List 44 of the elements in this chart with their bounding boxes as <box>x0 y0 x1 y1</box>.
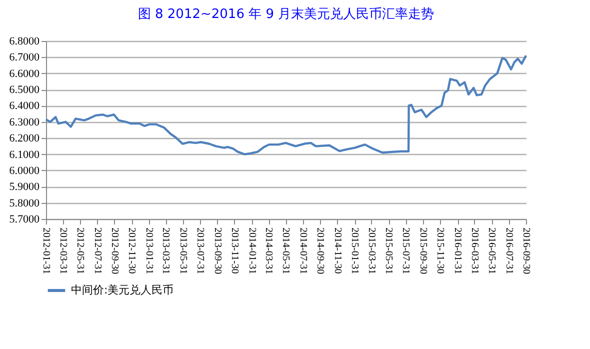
x-tick-label: 2012-11-30 <box>126 228 138 274</box>
x-tick-label: 2014-03-31 <box>263 228 274 274</box>
x-tick-label: 2016-03-31 <box>468 228 480 274</box>
y-tick-label: 5.9000 <box>9 181 40 194</box>
x-tick-label: 2016-05-31 <box>486 228 498 274</box>
y-tick-label: 6.5000 <box>9 84 40 96</box>
x-tick-label: 2015-07-31 <box>400 228 412 274</box>
x-tick-label: 2014-11-30 <box>332 228 343 274</box>
y-tick-label: 5.7000 <box>9 214 40 226</box>
y-tick-label: 6.4000 <box>9 100 40 112</box>
x-tick-label: 2014-07-31 <box>297 228 308 274</box>
x-tick-label: 2015-03-31 <box>366 228 377 274</box>
y-tick-label: 6.0000 <box>9 164 40 177</box>
x-tick-label: 2016-09-30 <box>520 228 532 274</box>
x-tick-label: 2015-09-30 <box>417 228 428 274</box>
x-tick-label: 2014-01-31 <box>246 228 258 274</box>
x-tick-label: 2014-09-30 <box>314 228 326 274</box>
x-tick-label: 2013-11-30 <box>228 228 240 274</box>
y-tick-label: 6.3000 <box>9 116 40 128</box>
x-tick-label: 2013-05-31 <box>177 228 188 274</box>
chart-title: 图 8 2012~2016 年 9 月末美元兑人民币汇率走势 <box>138 6 434 22</box>
x-tick-label: 2012-07-31 <box>92 228 103 274</box>
line-series <box>44 54 528 156</box>
x-tick-label: 2012-09-30 <box>108 228 120 274</box>
y-tick-label: 6.6000 <box>9 68 40 80</box>
y-tick-label: 5.8000 <box>9 197 40 210</box>
y-tick-label: 6.1000 <box>9 148 40 161</box>
y-tick-label: 6.8000 <box>9 36 40 48</box>
x-tick-label: 2016-07-31 <box>503 228 514 274</box>
x-tick-label: 2013-01-31 <box>144 228 155 274</box>
legend-label: 中间价:美元兑人民币 <box>71 284 174 296</box>
x-tick-label: 2015-05-31 <box>383 228 394 274</box>
x-tick-label: 2013-09-30 <box>212 228 223 274</box>
x-tick-label: 2016-01-31 <box>452 228 464 274</box>
x-tick-label: 2012-01-31 <box>40 228 52 274</box>
x-tick-label: 2013-07-31 <box>194 228 206 274</box>
x-tick-label: 2015-11-30 <box>434 228 446 274</box>
x-tick-label: 2013-03-31 <box>160 228 172 274</box>
x-tick-label: 2015-01-31 <box>349 228 360 274</box>
x-tick-label: 2012-03-31 <box>57 228 68 274</box>
x-tick-label: 2012-05-31 <box>74 228 86 274</box>
y-tick-label: 6.2000 <box>9 132 40 145</box>
y-tick-label: 6.7000 <box>9 52 40 64</box>
x-tick-label: 2014-05-31 <box>280 228 292 274</box>
